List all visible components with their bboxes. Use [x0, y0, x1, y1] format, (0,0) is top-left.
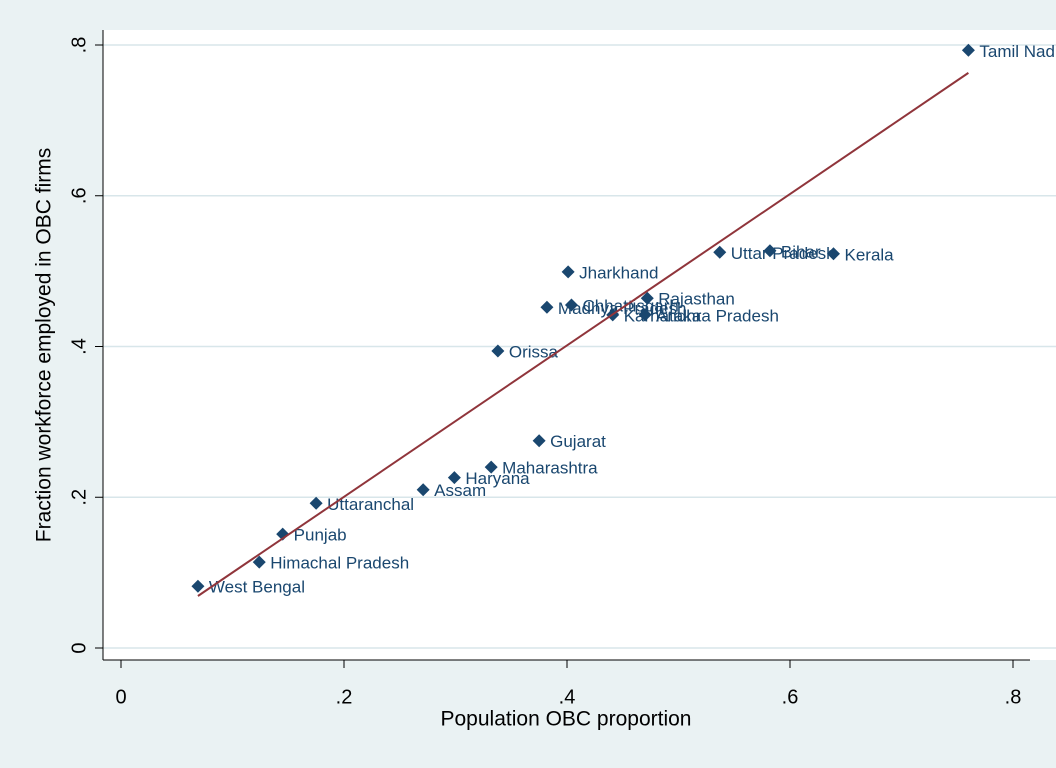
marker	[252, 555, 266, 569]
marker	[309, 496, 323, 510]
point-label: Andhra Pradesh	[656, 306, 779, 325]
x-tick-label: .2	[336, 686, 353, 708]
marker	[638, 308, 652, 322]
x-tick-label: 0	[115, 686, 126, 708]
y-tick-label: .8	[68, 37, 90, 54]
point-label: Assam	[434, 481, 486, 500]
marker	[191, 579, 205, 593]
point-label: Jharkhand	[579, 263, 658, 282]
x-axis-title: Population OBC proportion	[441, 708, 692, 731]
point-label: Rajasthan	[658, 290, 735, 309]
marker	[961, 43, 975, 57]
marker	[416, 483, 430, 497]
point-label: Uttaranchal	[327, 495, 414, 514]
point-label: Punjab	[294, 526, 347, 545]
marker	[532, 434, 546, 448]
marker	[491, 344, 505, 358]
point-label: Gujarat	[550, 432, 606, 451]
x-tick-label: .8	[1005, 686, 1022, 708]
point-label: Maharashtra	[502, 459, 598, 478]
marker	[713, 245, 727, 259]
marker	[447, 471, 461, 485]
x-tick-label: .4	[559, 686, 576, 708]
point-label: Chhattisgarh	[582, 297, 678, 316]
marker	[540, 300, 554, 314]
marker	[564, 298, 578, 312]
y-axis-title: Fraction workforce employed in OBC firms	[33, 148, 56, 542]
point-label: West Bengal	[209, 578, 305, 597]
point-label: Orissa	[509, 343, 559, 362]
point-label: Uttar Pradesh	[731, 244, 836, 263]
point-label: Bihar	[781, 242, 821, 261]
point-label: Kerala	[844, 245, 894, 264]
marker	[763, 244, 777, 258]
marker	[561, 265, 575, 279]
marker	[484, 460, 498, 474]
point-label: Tamil Nadu	[979, 42, 1056, 61]
point-label: Haryana	[465, 469, 530, 488]
y-tick-label: 0	[68, 642, 90, 653]
plot-area	[103, 30, 1056, 660]
point-label: Himachal Pradesh	[270, 554, 409, 573]
y-tick-label: .2	[68, 489, 90, 506]
marker	[640, 291, 654, 305]
marker	[826, 247, 840, 261]
fit-line	[197, 72, 969, 597]
x-tick-label: .6	[782, 686, 799, 708]
y-tick-label: .6	[68, 187, 90, 204]
y-tick-label: .4	[68, 338, 90, 355]
